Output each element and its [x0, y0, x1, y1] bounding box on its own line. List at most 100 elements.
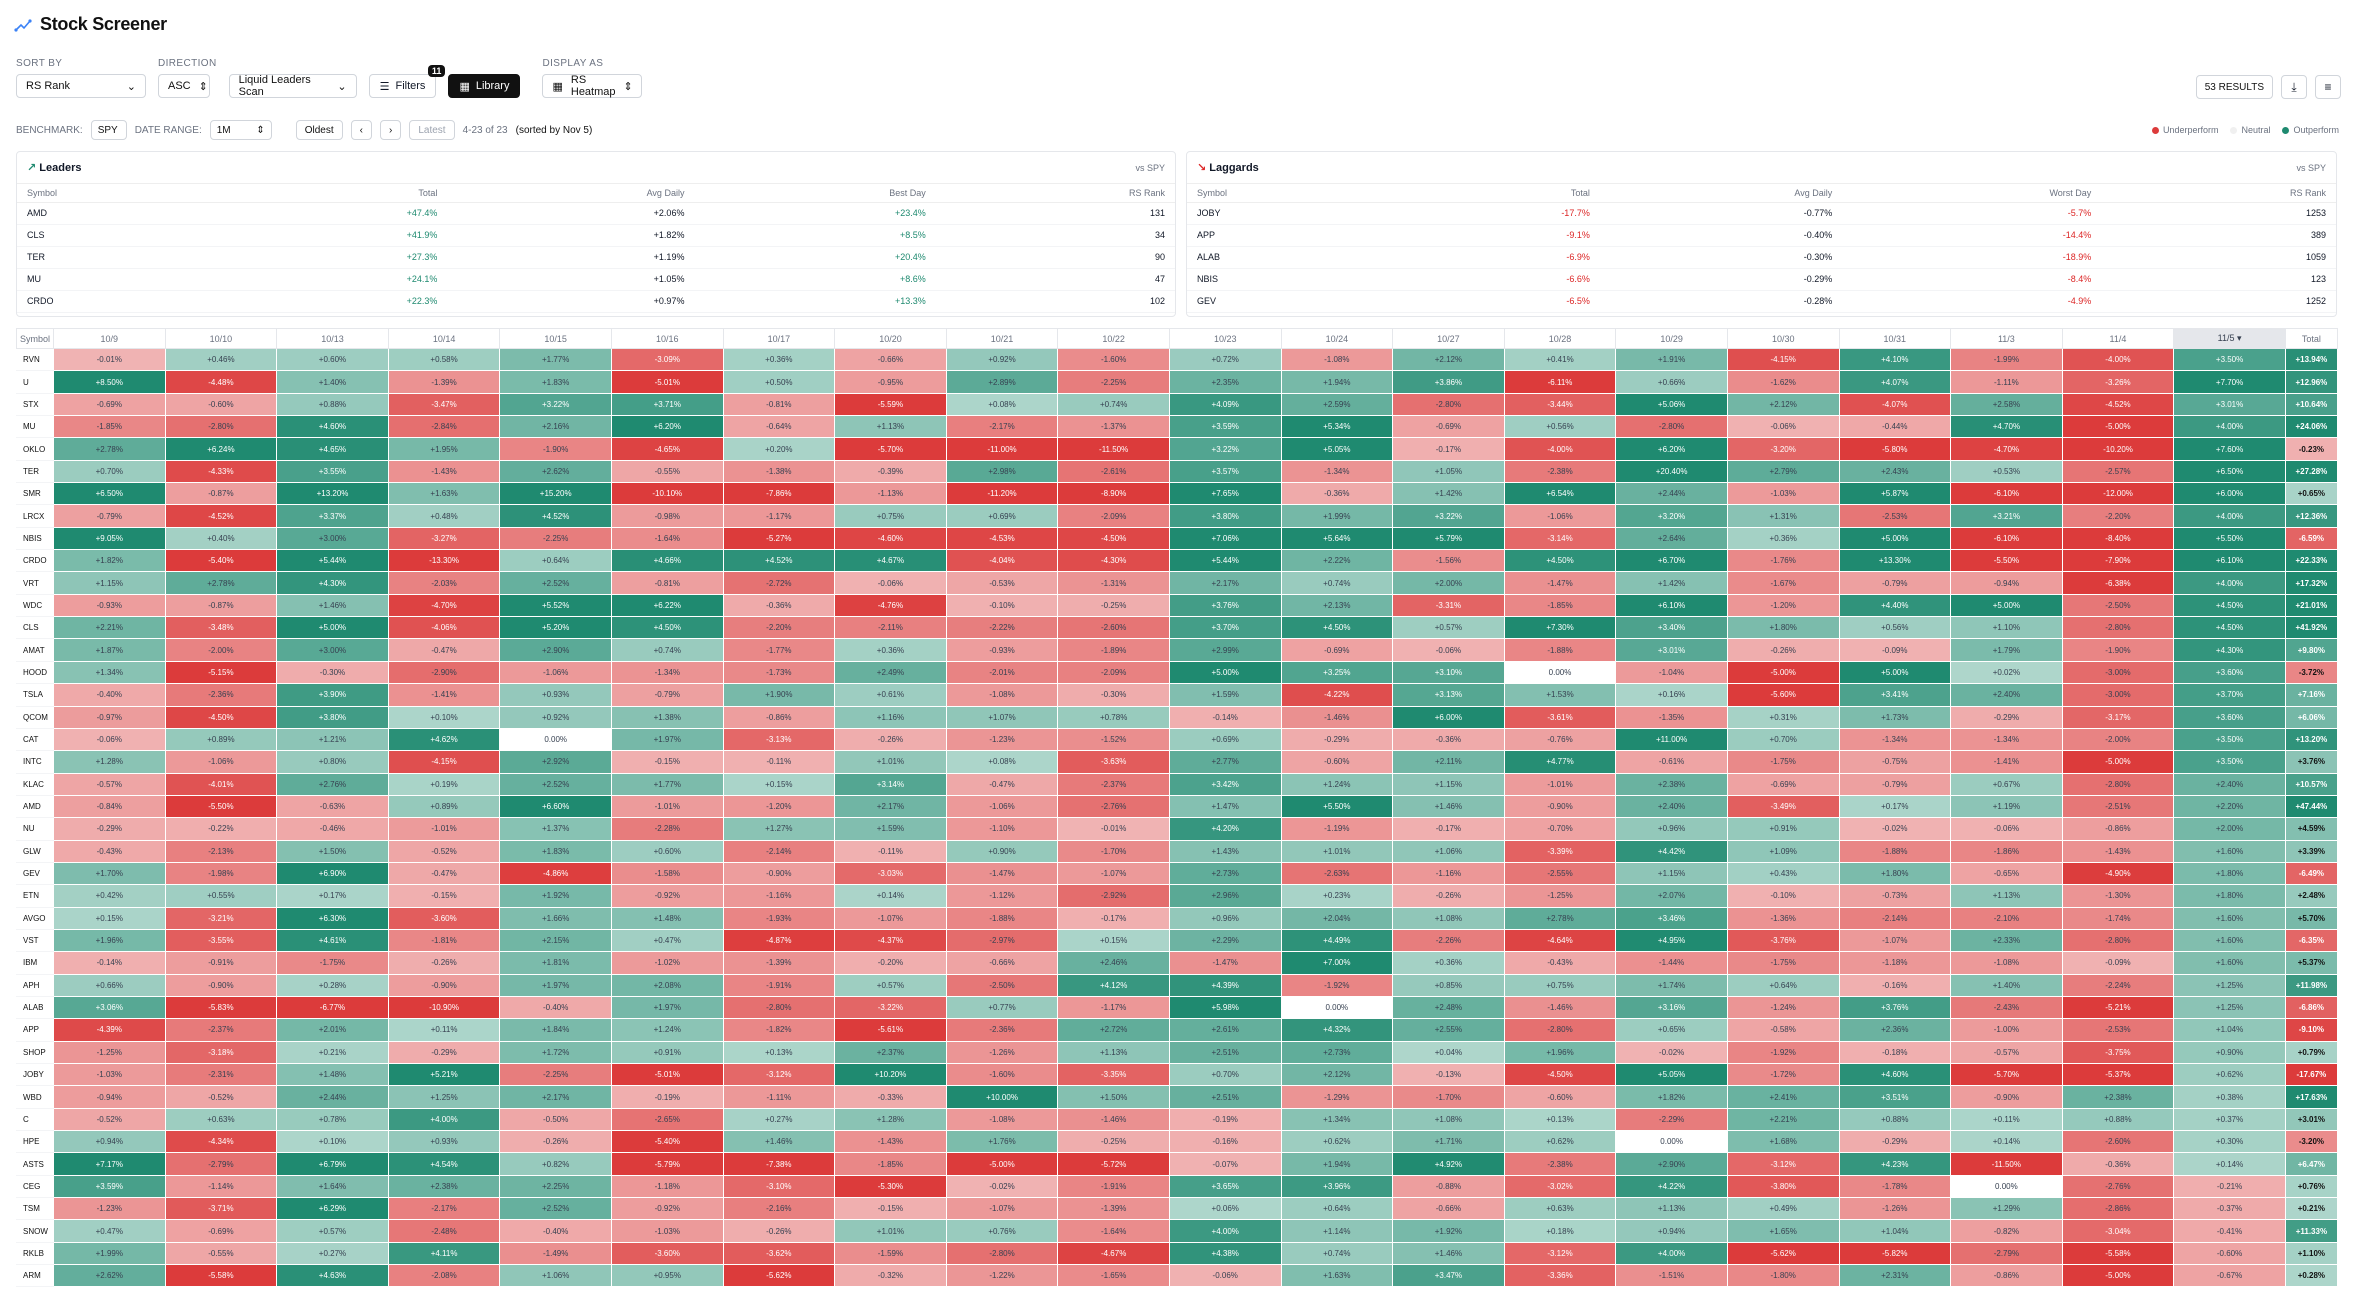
heatmap-cell[interactable]: +2.11% [1392, 750, 1505, 774]
heatmap-cell[interactable]: -0.01% [1057, 817, 1170, 841]
heatmap-cell[interactable]: -5.62% [1726, 1241, 1840, 1266]
heatmap-cell[interactable]: +3.65% [1168, 1174, 1282, 1199]
heatmap-cell[interactable]: +2.35% [1168, 370, 1282, 394]
heatmap-cell[interactable]: -1.47% [1168, 951, 1282, 975]
symbol-cell[interactable]: TSM [16, 1197, 54, 1221]
heatmap-cell[interactable]: -2.11% [834, 616, 947, 640]
heatmap-cell[interactable]: -0.06% [53, 727, 166, 752]
heatmap-cell[interactable]: +0.27% [722, 1107, 836, 1132]
heatmap-cell[interactable]: +2.77% [1168, 750, 1282, 774]
heatmap-cell[interactable]: +3.41% [1838, 683, 1952, 707]
heatmap-cell[interactable]: +1.90% [722, 683, 836, 707]
date-header[interactable]: 10/20 [834, 328, 947, 349]
download-button[interactable]: ⤓ [2281, 75, 2307, 99]
column-header[interactable]: RS Rank [2101, 184, 2336, 203]
table-row[interactable]: AVGO +0.15% -3.21% +6.30% -3.60% +1.66% +1.48%… [16, 906, 2338, 930]
heatmap-cell[interactable]: +3.70% [2173, 683, 2286, 707]
heatmap-cell[interactable]: -3.13% [722, 727, 836, 752]
heatmap-cell[interactable]: +1.70% [53, 861, 166, 886]
heatmap-cell[interactable]: -3.39% [1503, 839, 1617, 863]
heatmap-cell[interactable]: -0.21% [2173, 1174, 2286, 1199]
heatmap-cell[interactable]: +5.44% [1168, 549, 1282, 573]
heatmap-cell[interactable]: -2.53% [2061, 1018, 2175, 1042]
heatmap-cell[interactable]: +0.77% [945, 995, 1059, 1020]
symbol-cell[interactable]: VST [16, 928, 54, 953]
heatmap-cell[interactable]: +2.78% [53, 437, 166, 461]
heatmap-cell[interactable]: 0.00% [1503, 660, 1617, 685]
heatmap-cell[interactable]: -1.23% [53, 1197, 166, 1221]
heatmap-cell[interactable]: -3.47% [387, 392, 501, 417]
heatmap-cell[interactable]: +2.44% [276, 1085, 389, 1109]
heatmap-cell[interactable]: +0.93% [499, 683, 612, 707]
heatmap-cell[interactable]: +3.22% [1392, 504, 1505, 528]
heatmap-cell[interactable]: -0.92% [610, 884, 724, 908]
heatmap-cell[interactable]: +2.58% [1950, 392, 2063, 417]
heatmap-cell[interactable]: +1.84% [499, 1018, 612, 1042]
heatmap-cell[interactable]: +1.10% [1950, 616, 2063, 640]
symbol-cell[interactable]: GLW [16, 839, 54, 863]
heatmap-cell[interactable]: -1.24% [1726, 995, 1840, 1020]
heatmap-cell[interactable]: -0.22% [164, 817, 278, 841]
heatmap-cell[interactable]: +1.80% [1838, 861, 1952, 886]
heatmap-cell[interactable]: -1.46% [1280, 705, 1394, 729]
symbol-cell[interactable]: TSLA [16, 683, 54, 707]
heatmap-cell[interactable]: -2.76% [2061, 1174, 2175, 1199]
heatmap-cell[interactable]: -1.20% [722, 794, 836, 819]
heatmap-cell[interactable]: -2.17% [387, 1197, 501, 1221]
heatmap-cell[interactable]: -0.11% [722, 750, 836, 774]
leaders-row[interactable]: TER +27.3% +1.19% +20.4% 90 [17, 246, 1175, 269]
heatmap-cell[interactable]: -0.29% [53, 817, 166, 841]
heatmap-cell[interactable]: -1.02% [610, 951, 724, 975]
heatmap-cell[interactable]: -1.77% [722, 638, 836, 662]
heatmap-cell[interactable]: -5.70% [834, 437, 947, 461]
heatmap-cell[interactable]: +2.21% [53, 616, 166, 640]
heatmap-cell[interactable]: +5.87% [1838, 482, 1952, 506]
heatmap-cell[interactable]: +0.82% [499, 1152, 612, 1176]
heatmap-cell[interactable]: +1.15% [1615, 861, 1728, 886]
heatmap-cell[interactable]: +1.48% [276, 1062, 389, 1087]
heatmap-cell[interactable]: +2.51% [1168, 1085, 1282, 1109]
heatmap-cell[interactable]: -0.06% [1392, 638, 1505, 662]
heatmap-cell[interactable]: -1.11% [1950, 370, 2063, 394]
symbol-cell[interactable]: HOOD [16, 660, 54, 685]
heatmap-cell[interactable]: +0.55% [164, 884, 278, 908]
heatmap-cell[interactable]: -1.36% [1726, 906, 1840, 930]
symbol-cell[interactable]: CLS [16, 616, 54, 640]
heatmap-cell[interactable]: -1.25% [1503, 884, 1617, 908]
heatmap-cell[interactable]: +0.36% [1726, 526, 1840, 551]
latest-button[interactable]: Latest [409, 120, 455, 140]
heatmap-cell[interactable]: -1.56% [1392, 549, 1505, 573]
leaders-row[interactable]: AMD +47.4% +2.06% +23.4% 131 [17, 202, 1175, 225]
heatmap-cell[interactable]: -3.04% [2061, 1219, 2175, 1243]
sort-by-select[interactable]: RS Rank ⌄ [16, 74, 146, 98]
heatmap-cell[interactable]: -1.85% [53, 415, 166, 439]
heatmap-cell[interactable]: -0.52% [387, 839, 501, 863]
heatmap-cell[interactable]: +0.89% [164, 727, 278, 752]
heatmap-cell[interactable]: -2.80% [1392, 392, 1505, 417]
heatmap-cell[interactable]: -5.62% [722, 1264, 836, 1288]
heatmap-cell[interactable]: +1.13% [1950, 884, 2063, 908]
heatmap-cell[interactable]: -0.90% [164, 973, 278, 997]
heatmap-cell[interactable]: +0.78% [1057, 705, 1170, 729]
heatmap-cell[interactable]: -6.11% [1503, 370, 1617, 394]
heatmap-cell[interactable]: +2.04% [1280, 906, 1394, 930]
heatmap-cell[interactable]: +3.06% [53, 995, 166, 1020]
symbol-cell[interactable]: ASTS [16, 1152, 54, 1176]
heatmap-cell[interactable]: -3.12% [1503, 1241, 1617, 1266]
heatmap-cell[interactable]: +3.80% [1168, 504, 1282, 528]
heatmap-cell[interactable]: +0.57% [1392, 616, 1505, 640]
table-row[interactable]: NBIS +9.05% +0.40% +3.00% -3.27% -2.25% -1.64%… [16, 526, 2338, 551]
heatmap-cell[interactable]: +1.19% [1950, 794, 2063, 819]
table-row[interactable]: GLW -0.43% -2.13% +1.50% -0.52% +1.83% +0.60% -… [16, 839, 2338, 863]
heatmap-cell[interactable]: +5.44% [276, 549, 389, 573]
heatmap-cell[interactable]: +7.70% [2173, 370, 2286, 394]
heatmap-cell[interactable]: +3.47% [1392, 1264, 1505, 1288]
heatmap-cell[interactable]: -3.60% [610, 1241, 724, 1266]
heatmap-cell[interactable]: -2.25% [499, 526, 612, 551]
heatmap-cell[interactable]: -0.95% [834, 370, 947, 394]
table-row[interactable]: ALAB +3.06% -5.83% -6.77% -10.90% -0.40% +1.97… [16, 995, 2338, 1020]
heatmap-cell[interactable]: -2.43% [1950, 995, 2063, 1020]
symbol-cell[interactable]: AMD [16, 794, 54, 819]
heatmap-cell[interactable]: -0.50% [499, 1107, 612, 1132]
heatmap-cell[interactable]: -0.47% [387, 861, 501, 886]
